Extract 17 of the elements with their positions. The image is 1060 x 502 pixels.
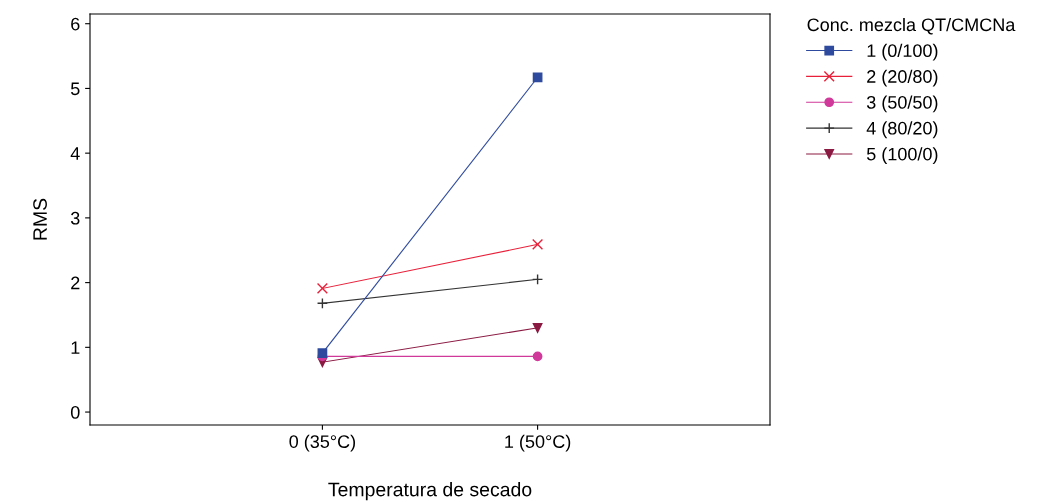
y-tick-label: 1 (71, 341, 80, 354)
legend-label: 4 (80/20) (866, 121, 938, 139)
y-tick-label: 3 (70, 211, 80, 225)
legend-label: 3 (50/50) (866, 95, 938, 113)
y-tick-label: 6 (71, 17, 80, 31)
legend-label: 5 (100/0) (866, 147, 938, 165)
x-axis-title: Temperatura de secado (328, 482, 532, 501)
legend-label: 1 (0/100) (867, 43, 938, 61)
legend-title: Conc. mezcla QT/CMCNa (807, 17, 1016, 35)
y-tick-label: 5 (70, 82, 80, 96)
y-axis-title: RMS (33, 198, 47, 240)
y-tick-label: 0 (70, 405, 80, 419)
legend-label: 2 (20/80) (867, 69, 938, 87)
x-tick-label: 1 (50°C) (505, 434, 571, 452)
x-tick-label: 0 (35°C) (289, 434, 355, 452)
y-tick-label: 4 (70, 147, 80, 160)
y-tick-label: 2 (71, 276, 80, 290)
